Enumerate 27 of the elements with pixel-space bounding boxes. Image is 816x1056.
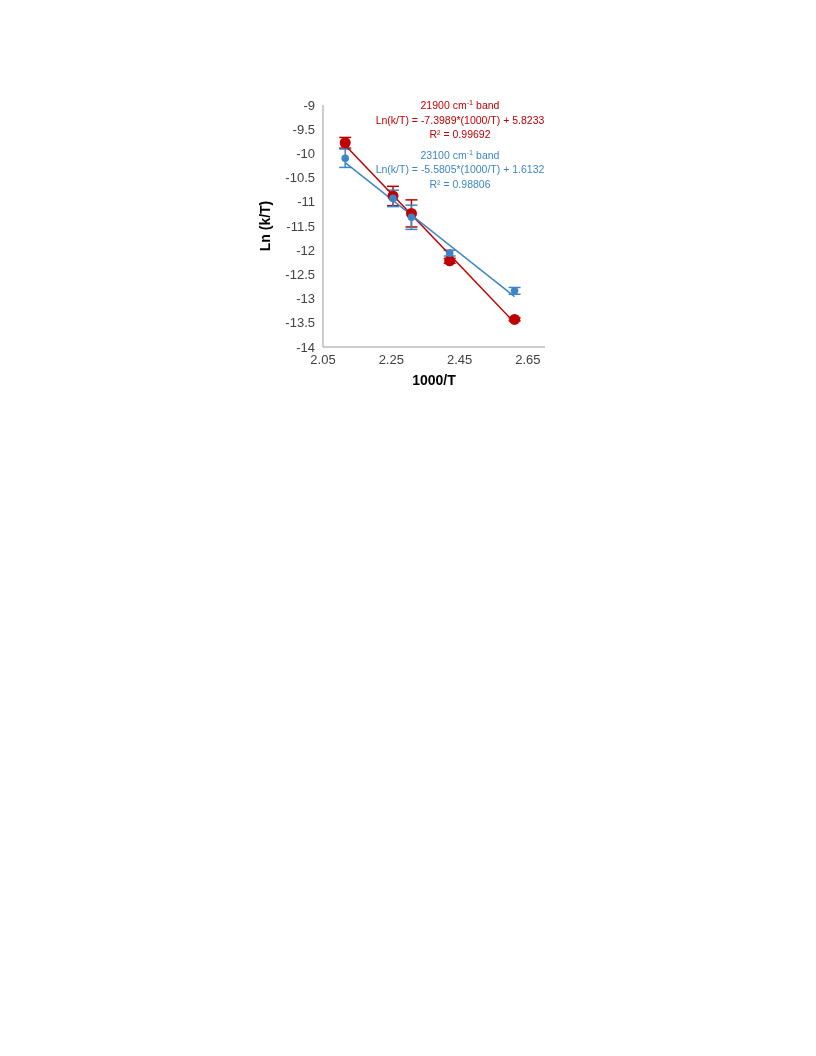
annotation: Ln(k/T) = -5.5805*(1000/T) + 1.6132: [375, 163, 545, 175]
annotation: R² = 0.99692: [429, 128, 491, 140]
x-tick-label: 2.25: [378, 352, 404, 368]
annotation: 23100 cm$^{-1}$ band: [420, 147, 500, 161]
y-tick-label: -9.5: [292, 121, 315, 137]
y-tick-label: -14: [296, 339, 315, 355]
x-tick-label: 2.45: [446, 352, 473, 368]
y-tick-label: -10: [296, 146, 315, 162]
y-tick-label: -13.5: [285, 315, 315, 331]
y-tick-label: -10.5: [285, 170, 315, 186]
y-tick-label: -12: [296, 242, 315, 258]
y-tick-label: -9: [303, 97, 315, 113]
point: [407, 213, 416, 222]
annotation: R² = 0.98806: [429, 177, 491, 190]
annotation: Ln(k/T) = -7.3989*(1000/T) + 5.8233: [375, 113, 545, 126]
x-tick-label: 2.05: [310, 352, 336, 368]
point: [389, 194, 397, 203]
y-tick-label: -11: [297, 194, 315, 210]
y-tick-label: -13: [296, 291, 315, 307]
point: [341, 154, 349, 163]
point: [509, 313, 521, 325]
annotation: 21900 cm$^{-1}$ band: [420, 97, 500, 111]
y-tick-label: -12.5: [285, 267, 315, 283]
y-tick-label: -11.5: [286, 218, 315, 234]
x-axis-title: 1000/T: [412, 372, 457, 388]
y-axis-title: Ln (k/T): [256, 200, 273, 252]
x-tick-label: 2.65: [515, 352, 541, 368]
